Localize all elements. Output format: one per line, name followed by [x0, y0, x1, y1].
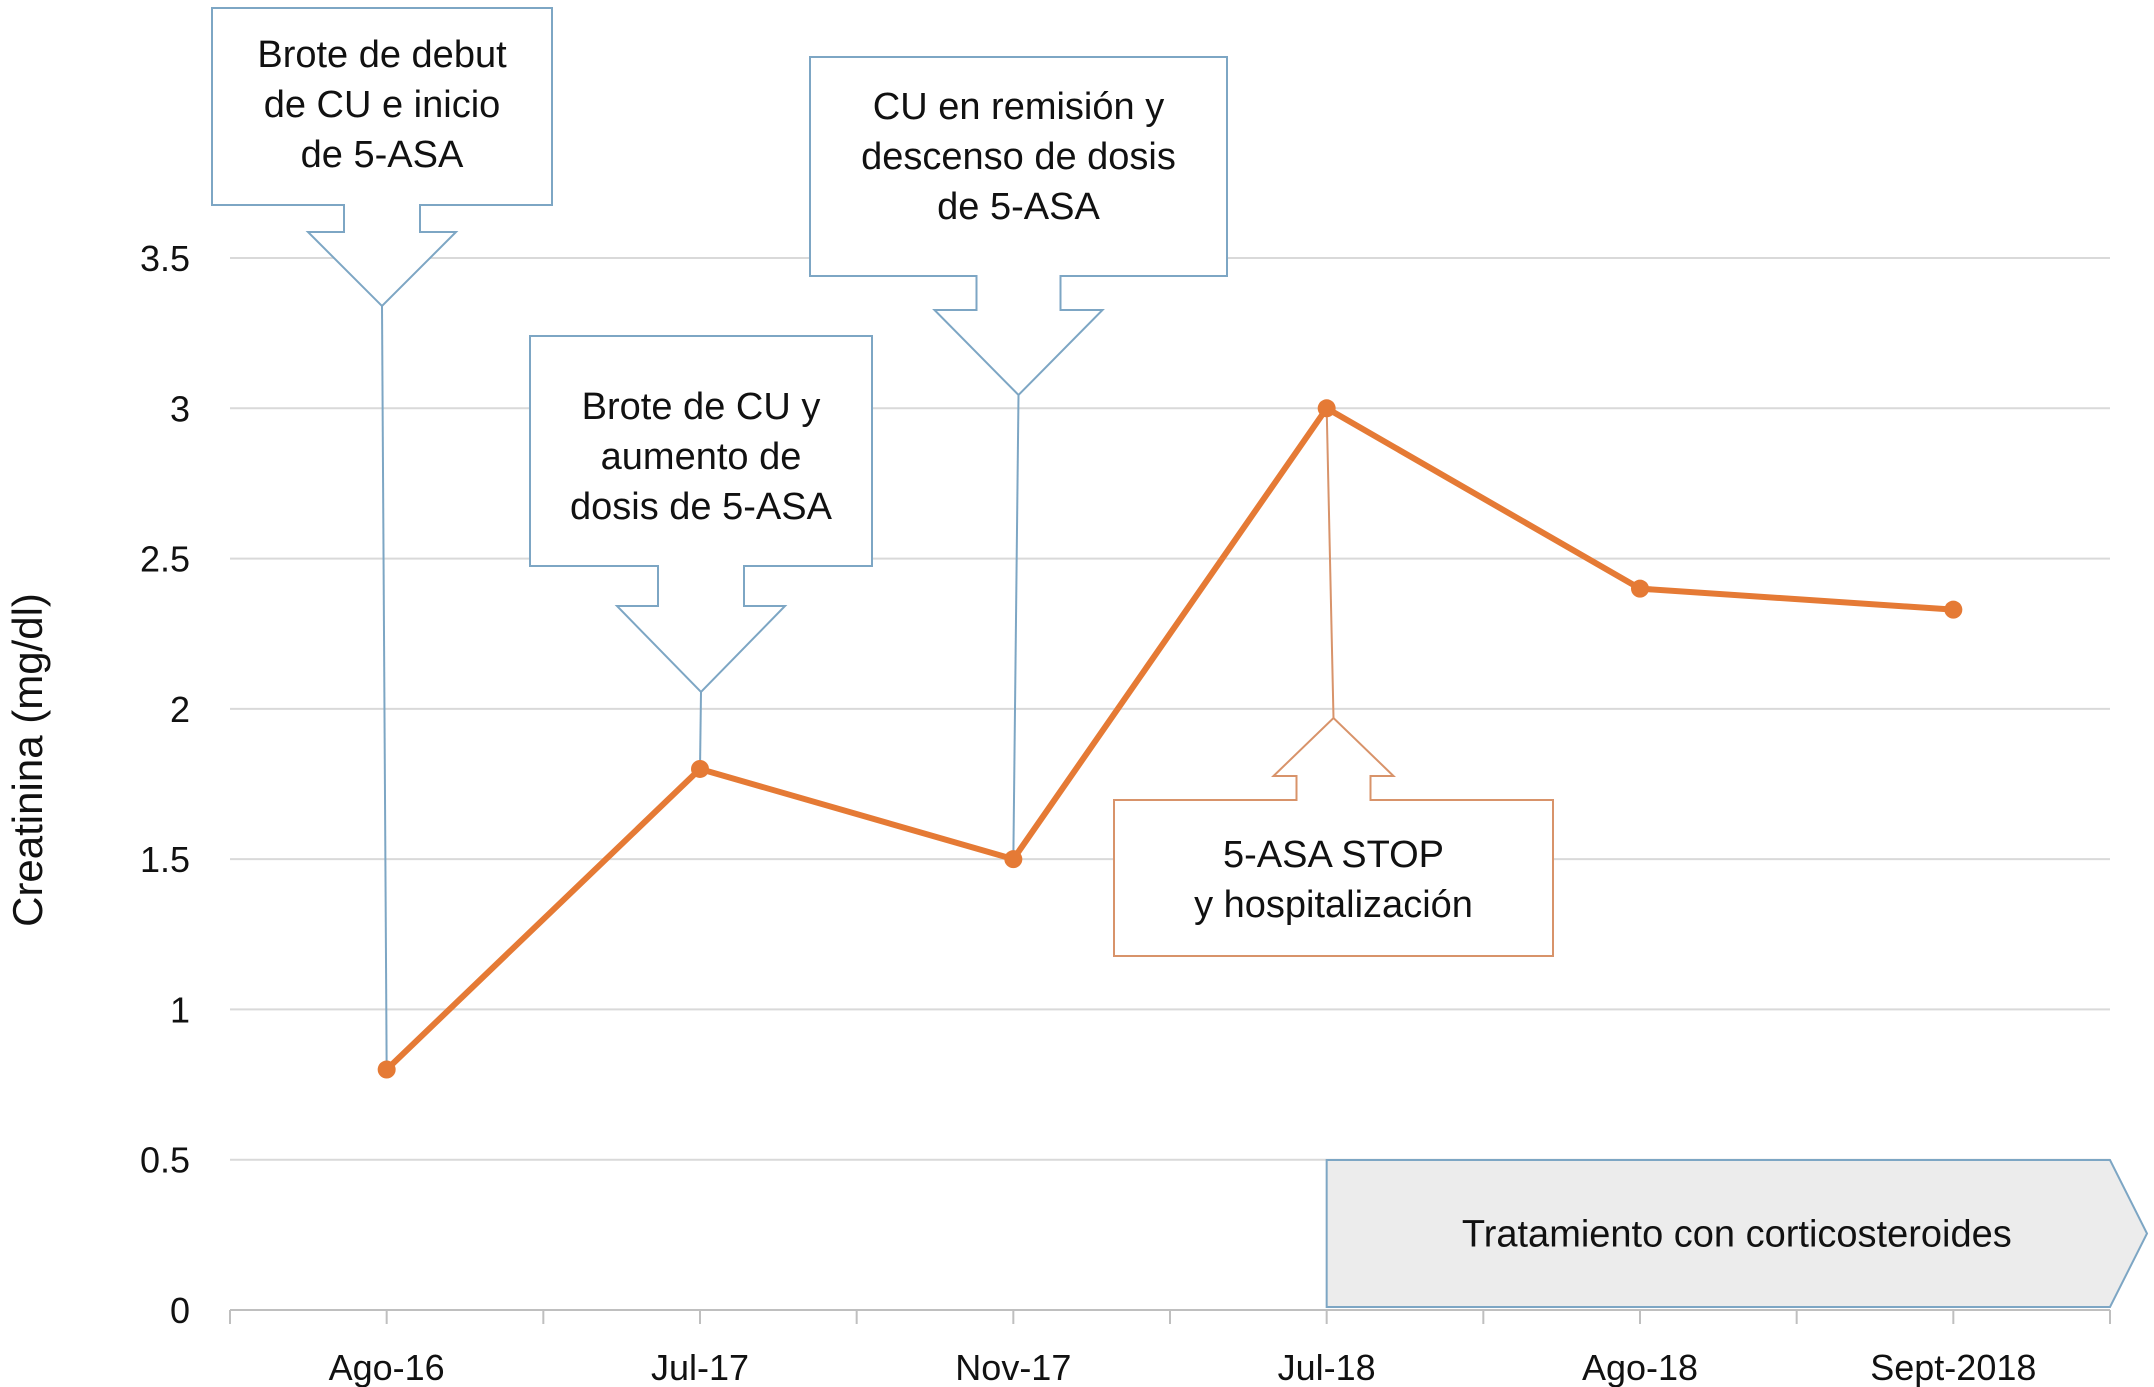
callout-leader — [1012, 394, 1020, 860]
callout-text-line: de 5-ASA — [301, 134, 464, 176]
x-axis: Ago-16 Jul-17 Nov-17 Jul-18 Ago-18 Sept-2018 — [229, 1309, 2111, 1387]
data-point — [1004, 850, 1023, 869]
treatment-bar-label: Tratamiento con corticosteroides — [1462, 1214, 2012, 1256]
data-point — [1317, 399, 1336, 418]
callout-text-line: Brote de debut — [257, 34, 507, 76]
y-tick-label: 1.5 — [140, 839, 190, 880]
callout-text-line: y hospitalización — [1194, 884, 1473, 926]
callout-text-line: descenso de dosis — [861, 136, 1176, 178]
callout-2: Brote de CU y aumento de dosis de 5-ASA — [529, 335, 873, 769]
callout-3: CU en remisión y descenso de dosis de 5-AS… — [809, 56, 1228, 860]
callout-leader — [381, 305, 388, 1070]
y-tick-label: 0 — [170, 1290, 190, 1331]
x-tick-label: Nov-17 — [955, 1347, 1071, 1387]
y-axis-ticks: 0 0.5 1 1.5 2 2.5 3 3.5 — [140, 238, 190, 1331]
treatment-bar: Tratamiento con corticosteroides — [1325, 1159, 2149, 1308]
callout-text-line: de CU e inicio — [264, 84, 501, 126]
y-tick-label: 0.5 — [140, 1140, 190, 1181]
y-tick-label: 2 — [170, 689, 190, 730]
callout-box — [211, 7, 553, 308]
x-tick-label: Sept-2018 — [1870, 1347, 2036, 1387]
y-tick-label: 2.5 — [140, 539, 190, 580]
data-point — [377, 1060, 396, 1079]
x-tick-label: Ago-16 — [329, 1347, 445, 1387]
y-tick-label: 1 — [170, 989, 190, 1030]
callout-text-line: de 5-ASA — [937, 186, 1100, 228]
x-tick-label: Ago-18 — [1582, 1347, 1698, 1387]
data-point — [1631, 579, 1649, 598]
callout-text-line: Brote de CU y — [582, 386, 821, 428]
y-tick-label: 3 — [170, 388, 190, 429]
x-tick-label: Jul-18 — [1278, 1347, 1376, 1387]
data-point — [691, 759, 709, 778]
y-tick-label: 3.5 — [140, 238, 190, 279]
callout-box — [1113, 716, 1554, 957]
callout-text-line: 5-ASA STOP — [1223, 834, 1444, 876]
data-point — [1944, 600, 1963, 619]
callout-text-line: dosis de 5-ASA — [570, 486, 833, 528]
callout-leader — [1325, 408, 1335, 719]
callout-4: 5-ASA STOP y hospitalización — [1113, 408, 1554, 957]
series-path — [384, 405, 1954, 1072]
treatment-bar-shape — [1325, 1159, 2149, 1308]
y-axis-label: Creatinina (mg/dl) — [4, 593, 51, 927]
x-tick-label: Jul-17 — [651, 1347, 749, 1387]
callout-text-line: aumento de — [601, 436, 802, 478]
callout-1: Brote de debut de CU e inicio de 5-ASA — [211, 7, 553, 1070]
grid-lines — [230, 257, 2110, 1161]
callout-leader — [699, 691, 702, 769]
callout-box — [809, 56, 1228, 397]
series-line — [377, 399, 1963, 1079]
callout-box — [529, 335, 873, 694]
callout-text-line: CU en remisión y — [873, 86, 1164, 128]
